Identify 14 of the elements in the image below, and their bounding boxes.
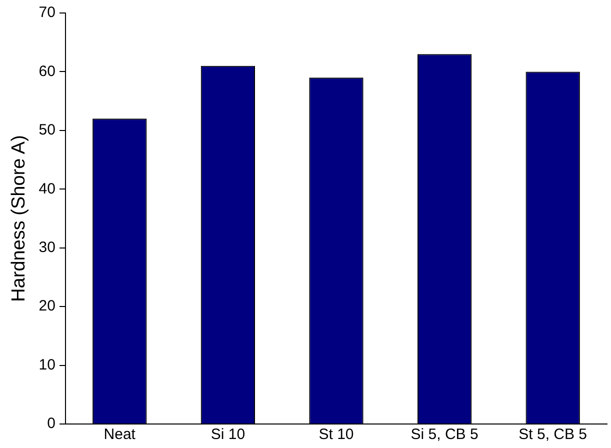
y-tick-label: 30 (38, 239, 56, 256)
y-tick-label: 0 (47, 415, 56, 432)
y-tick-label: 70 (38, 4, 56, 22)
x-tick-label: St 10 (318, 426, 354, 444)
y-axis-title: Hardness (Shore A) (8, 135, 30, 302)
y-tick-label: 10 (38, 356, 56, 374)
y-tick-label: 60 (38, 62, 56, 80)
x-tick-label: Si 10 (210, 426, 246, 444)
y-tick-label: 50 (38, 122, 56, 139)
x-tick-label: St 5, CB 5 (518, 426, 588, 444)
x-tick-label: Neat (104, 426, 136, 444)
x-tick-label: Si 5, CB 5 (410, 426, 478, 444)
y-tick-label: 20 (38, 298, 56, 315)
y-tick-label: 40 (38, 180, 56, 198)
